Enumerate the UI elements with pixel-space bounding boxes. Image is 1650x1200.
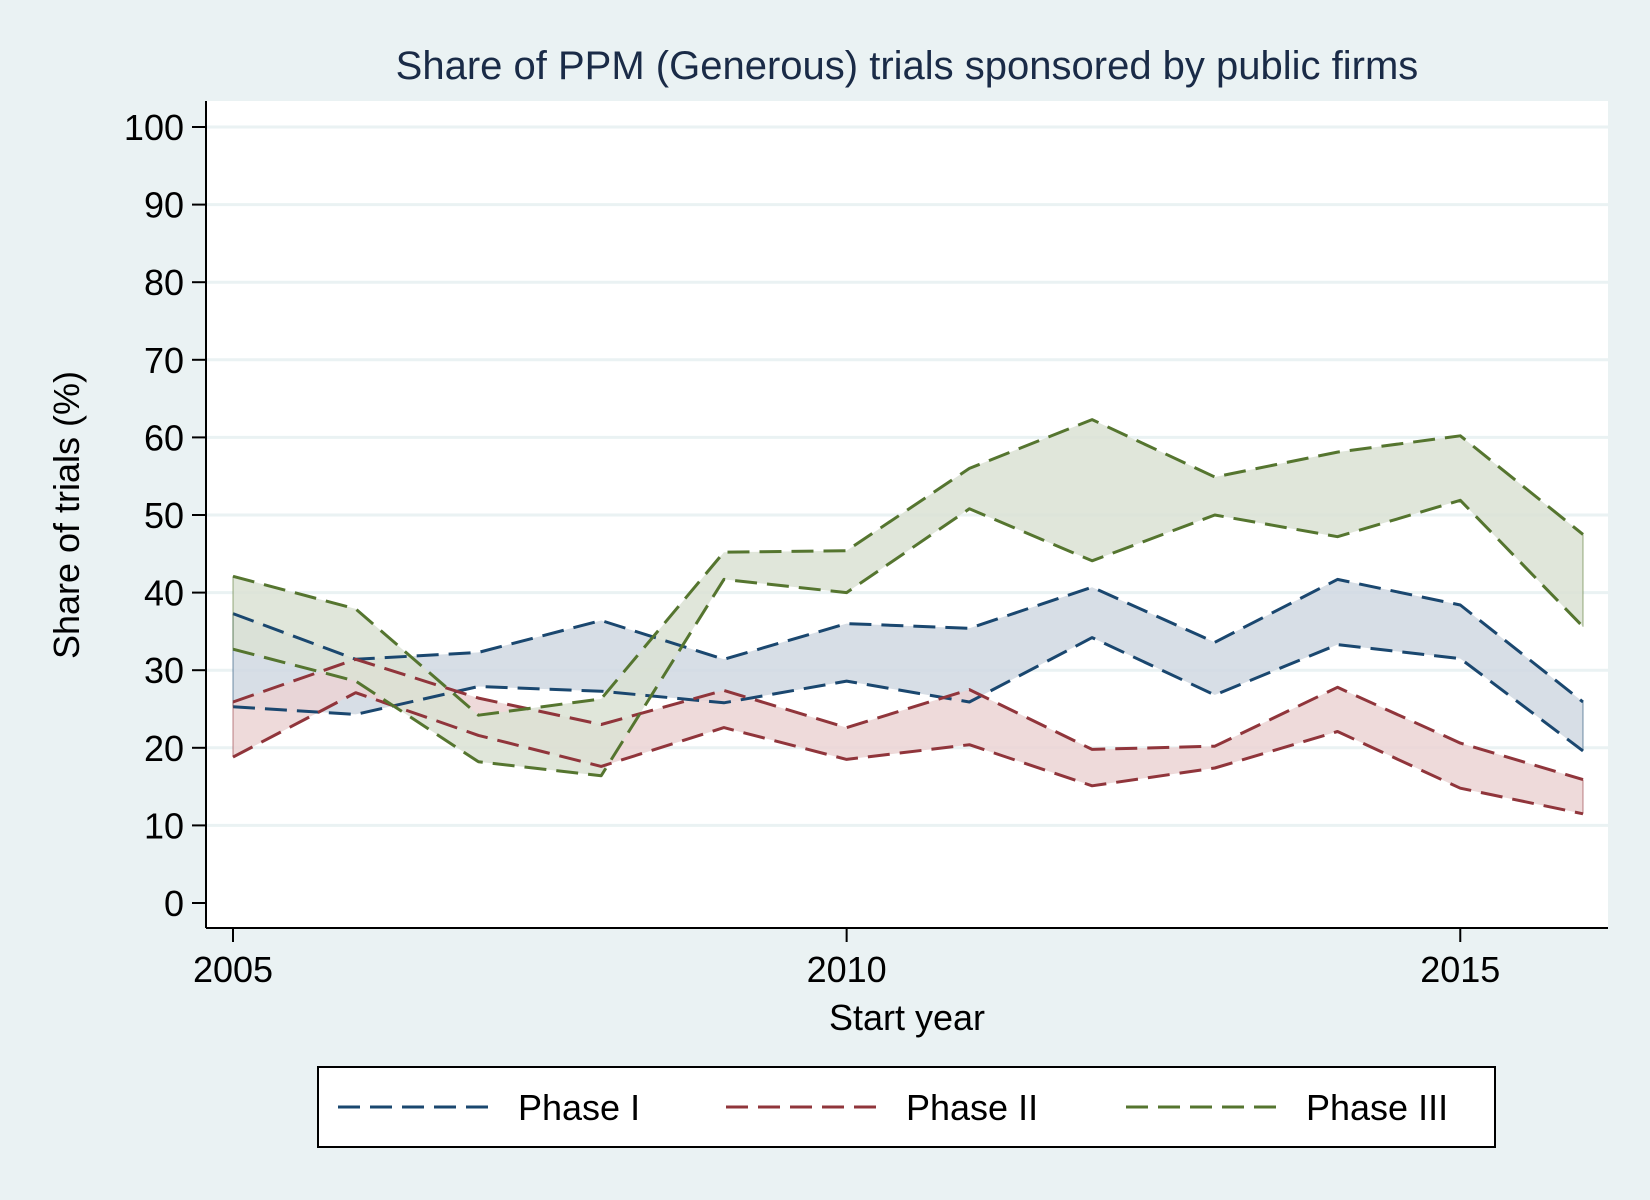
y-tick-label: 0 — [164, 883, 184, 924]
y-tick-label: 80 — [144, 262, 184, 303]
band-fill-phase-2 — [233, 659, 1583, 814]
y-tick-label: 10 — [144, 805, 184, 846]
legend-label-phase-3: Phase III — [1306, 1087, 1448, 1128]
y-tick-label: 40 — [144, 573, 184, 614]
y-tick-label: 30 — [144, 650, 184, 691]
band-fills — [233, 419, 1583, 814]
series-line-phase-1-upper — [232, 577, 1584, 704]
y-axis-label: Share of trials (%) — [46, 371, 87, 659]
x-tick-label: 2015 — [1420, 949, 1500, 990]
series-line-phase-2-upper — [232, 657, 1584, 782]
chart-title: Share of PPM (Generous) trials sponsored… — [396, 44, 1419, 88]
x-tick-label: 2010 — [807, 949, 887, 990]
legend-label-phase-2: Phase II — [906, 1087, 1038, 1128]
x-axis-label: Start year — [829, 997, 985, 1038]
legend-box — [317, 1066, 1496, 1148]
series-line-phase-2-lower — [232, 691, 1584, 816]
y-tick-label: 20 — [144, 728, 184, 769]
series-lines — [232, 418, 1585, 816]
band-fill-phase-1 — [233, 579, 1583, 751]
legend-label-phase-1: Phase I — [518, 1087, 640, 1128]
y-tick-label: 50 — [144, 495, 184, 536]
band-fill-phase-3 — [233, 419, 1583, 776]
y-tick-label: 60 — [144, 417, 184, 458]
y-tick-label: 90 — [144, 185, 184, 226]
y-tick-label: 100 — [124, 107, 184, 148]
series-line-phase-3-upper — [232, 418, 1584, 717]
x-tick-label: 2005 — [193, 949, 273, 990]
legend: Phase I Phase II Phase III — [317, 1066, 1496, 1148]
axes: 0 10 20 30 40 50 60 70 80 90 100 2005 2010 2015 — [124, 101, 1608, 990]
y-tick-label: 70 — [144, 340, 184, 381]
